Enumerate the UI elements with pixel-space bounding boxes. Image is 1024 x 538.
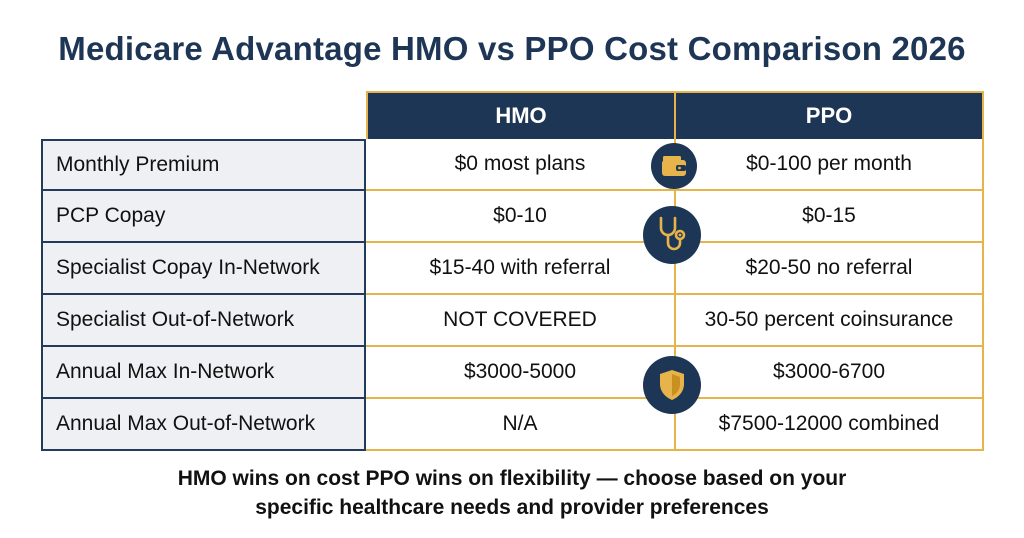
ppo-monthly-premium: $0-100 per month [676,139,984,191]
ppo-specialist-out-of-network: 30-50 percent coinsurance [676,295,984,347]
row-label-monthly-premium: Monthly Premium [41,139,366,191]
row-label-annual-max-in-network: Annual Max In-Network [41,347,366,399]
row-label-pcp-copay: PCP Copay [41,191,366,243]
hmo-annual-max-in-network: $3000-5000 [366,347,676,399]
hmo-specialist-in-network: $15-40 with referral [366,243,676,295]
column-header-hmo: HMO [366,91,676,139]
summary-line-1: HMO wins on cost PPO wins on flexibility… [177,467,847,490]
ppo-specialist-in-network: $20-50 no referral [676,243,984,295]
row-label-specialist-out-of-network: Specialist Out-of-Network [41,295,366,347]
table-corner [41,91,366,139]
ppo-annual-max-out-of-network: $7500-12000 combined [676,399,984,451]
column-header-ppo: PPO [676,91,984,139]
hmo-annual-max-out-of-network: N/A [366,399,676,451]
ppo-pcp-copay: $0-15 [676,191,984,243]
hmo-monthly-premium: $0 most plans [366,139,676,191]
page-title: Medicare Advantage HMO vs PPO Cost Compa… [58,30,966,67]
hmo-pcp-copay: $0-10 [366,191,676,243]
shield-icon [643,356,701,414]
ppo-annual-max-in-network: $3000-6700 [676,347,984,399]
wallet-icon [651,143,697,189]
row-label-specialist-in-network: Specialist Copay In-Network [41,243,366,295]
row-label-annual-max-out-of-network: Annual Max Out-of-Network [41,399,366,451]
summary-line-2: specific healthcare needs and provider p… [255,496,769,519]
hmo-specialist-out-of-network: NOT COVERED [366,295,676,347]
comparison-table: HMO PPO Monthly Premium $0 most plans $0… [41,91,984,451]
summary-note: HMO wins on cost PPO wins on flexibility… [0,464,1024,522]
stethoscope-icon [643,206,701,264]
